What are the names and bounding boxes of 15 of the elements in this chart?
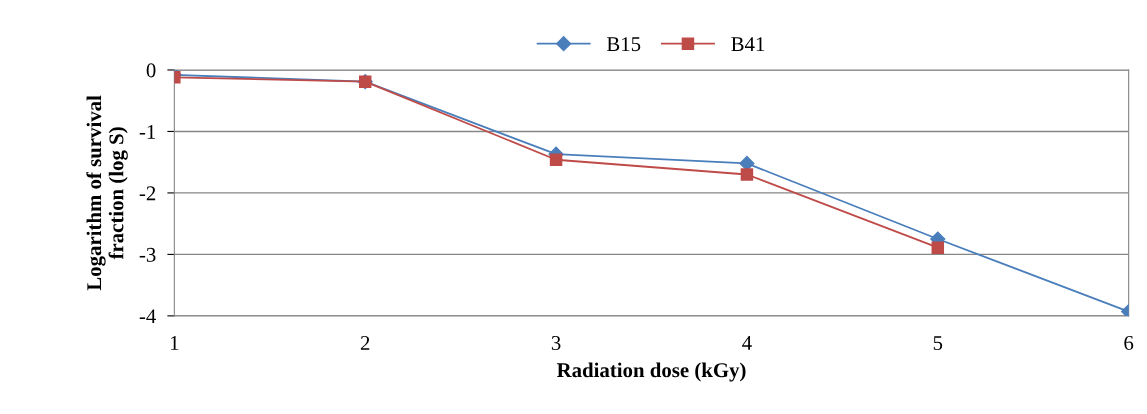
- y-tick-label: -2: [139, 186, 156, 201]
- x-tick-label: 2: [360, 335, 370, 350]
- x-tick-label: 3: [551, 335, 561, 350]
- x-tick-label: 1: [170, 336, 179, 350]
- x-tick-label: 6: [1124, 335, 1134, 350]
- y-tick-label: -1: [139, 124, 156, 139]
- y-tick-label: 0: [146, 63, 156, 78]
- x-axis-title: Radiation dose (kGy): [556, 362, 746, 382]
- y-tick-label: -4: [139, 309, 156, 324]
- y-tick-label: -3: [139, 247, 156, 262]
- x-tick-label: 4: [742, 336, 752, 350]
- legend-label: B15: [606, 37, 641, 52]
- y-axis-title: Logarithm of survival fraction (log S): [86, 95, 128, 291]
- legend-label: B41: [731, 37, 765, 52]
- x-tick-label: 5: [933, 336, 943, 350]
